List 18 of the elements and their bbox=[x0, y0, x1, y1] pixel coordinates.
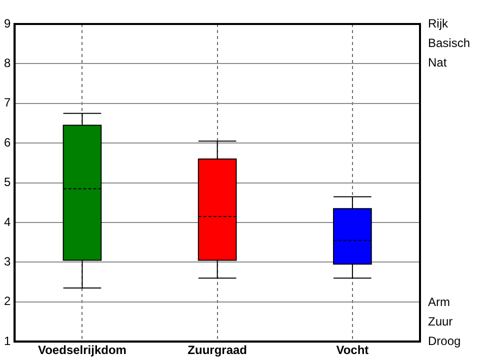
y-tick-label: 4 bbox=[4, 214, 11, 229]
y-tick-label: 3 bbox=[4, 254, 11, 269]
x-tick-label: Vocht bbox=[336, 343, 369, 358]
x-tick-label: Voedselrijkdom bbox=[38, 343, 126, 358]
y-tick-label: 8 bbox=[4, 56, 11, 70]
text: Basisch bbox=[428, 36, 470, 50]
text: Arm bbox=[428, 294, 450, 309]
y-tick-label: 7 bbox=[4, 96, 11, 110]
y-tick-label: 2 bbox=[4, 294, 11, 308]
text: Rijk bbox=[428, 16, 449, 30]
x-tick-label: Zuurgraad bbox=[188, 343, 248, 358]
y-tick-label: 9 bbox=[4, 16, 11, 30]
y-tick-label: 5 bbox=[4, 175, 11, 190]
y-tick-label: 1 bbox=[4, 334, 11, 348]
y-tick-label: 6 bbox=[4, 135, 11, 150]
text: Nat bbox=[428, 55, 448, 70]
text: Droog bbox=[428, 334, 461, 348]
text: Zuur bbox=[428, 314, 453, 328]
